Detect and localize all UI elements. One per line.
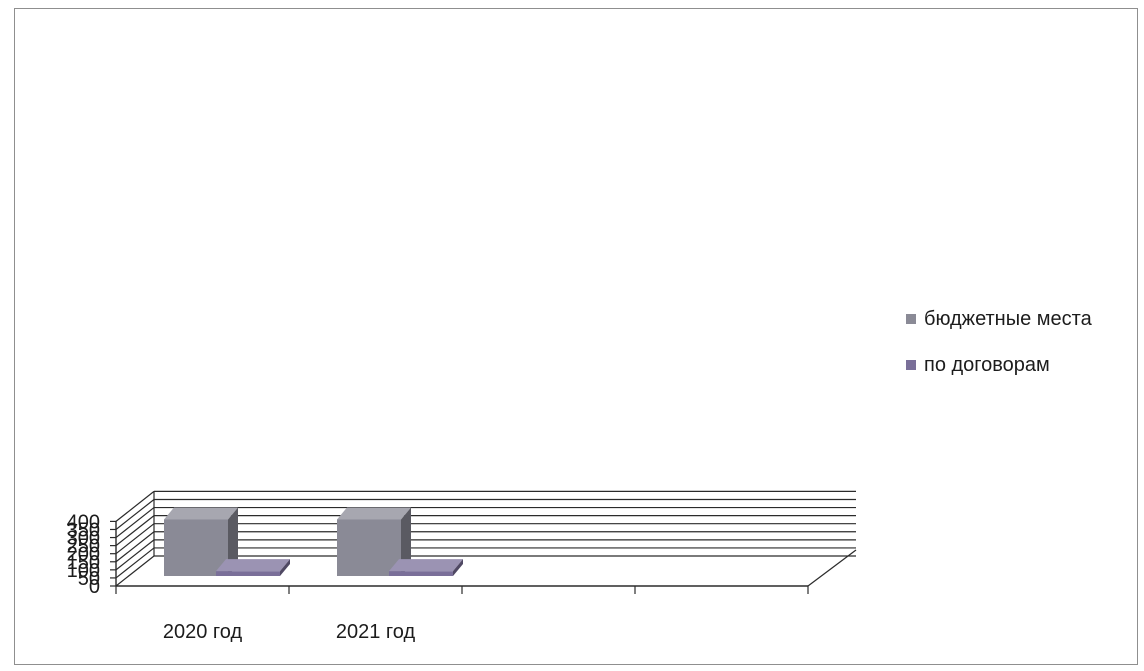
- bars: [164, 507, 463, 576]
- bar-front: [389, 571, 453, 576]
- legend-label-contract: по договорам: [924, 353, 1050, 376]
- bar: [337, 507, 411, 576]
- y-tick-label: 200: [67, 544, 100, 566]
- side-wall-line: [115, 555, 155, 587]
- y-tick-label: 0: [89, 576, 100, 598]
- axes: [110, 490, 857, 594]
- legend-label-budget: бюджетные места: [924, 307, 1092, 330]
- y-tick-label: 150: [67, 552, 100, 574]
- side-wall-line: [115, 547, 155, 579]
- floor-right-edge: [807, 549, 857, 587]
- y-tick-label: 350: [67, 519, 100, 541]
- y-tick-label: 250: [67, 536, 100, 558]
- legend-item-budget: бюджетные места: [906, 306, 1092, 332]
- bar-top: [337, 507, 411, 520]
- bar-side: [228, 507, 238, 576]
- gridlines: [154, 490, 856, 557]
- side-wall-line: [115, 539, 155, 571]
- x-tick-labels: 2020 год 2021 год: [163, 621, 416, 643]
- bar: [389, 559, 463, 576]
- side-wall-line: [115, 531, 155, 563]
- bar-top: [164, 507, 238, 520]
- y-tick-label: 100: [67, 560, 100, 582]
- x-tick-label: 2021 год: [336, 621, 416, 643]
- bar-front: [337, 519, 401, 576]
- side-wall-line: [115, 523, 155, 555]
- bar-front: [164, 519, 228, 576]
- bar-side: [280, 559, 290, 576]
- bar: [164, 507, 238, 576]
- legend-item-contract: по договорам: [906, 352, 1092, 378]
- side-wall-line: [115, 507, 155, 539]
- bar-top: [389, 559, 463, 572]
- y-tick-label: 300: [67, 528, 100, 550]
- bar: [216, 559, 290, 576]
- y-tick-label: 400: [67, 511, 100, 533]
- bar-front: [216, 571, 280, 576]
- legend-swatch-budget: [906, 314, 916, 324]
- bar-side: [453, 559, 463, 576]
- side-wall-line: [115, 499, 155, 530]
- bar-top: [216, 559, 290, 572]
- legend-swatch-contract: [906, 360, 916, 370]
- side-wall-line: [115, 515, 155, 547]
- side-wall-line: [115, 490, 155, 522]
- x-tick-label: 2020 год: [163, 621, 243, 643]
- legend: бюджетные места по договорам: [906, 306, 1092, 398]
- y-tick-label: 50: [78, 568, 100, 590]
- bar-side: [401, 507, 411, 576]
